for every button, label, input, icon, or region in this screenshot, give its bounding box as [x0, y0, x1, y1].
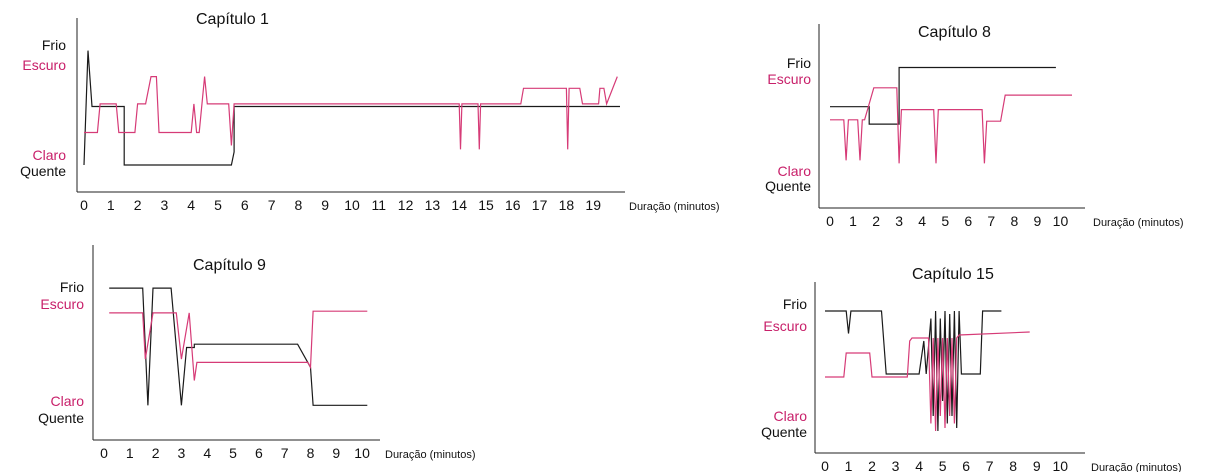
x-tick-label: 14 — [451, 197, 467, 213]
x-tick-label: 4 — [203, 445, 211, 461]
y-label-frio: Frio — [42, 37, 66, 53]
x-tick-label: 10 — [1052, 458, 1068, 472]
x-tick-label: 8 — [295, 197, 303, 213]
series-line-light — [825, 331, 1030, 432]
chart-title: Capítulo 9 — [193, 257, 266, 274]
x-tick-label: 15 — [478, 197, 494, 213]
x-tick-label: 8 — [307, 445, 315, 461]
x-tick-label: 19 — [585, 197, 601, 213]
x-axis-label: Duração (minutos) — [1093, 217, 1183, 229]
x-tick-label: 4 — [918, 213, 926, 229]
x-axis-label: Duração (minutos) — [629, 201, 719, 213]
x-tick-label: 2 — [152, 445, 160, 461]
x-tick-label: 0 — [826, 213, 834, 229]
x-tick-label: 2 — [134, 197, 142, 213]
x-tick-label: 4 — [187, 197, 195, 213]
x-tick-label: 7 — [986, 458, 994, 472]
y-label-claro: Claro — [774, 408, 808, 424]
y-label-quente: Quente — [765, 178, 811, 194]
series-line-light — [830, 87, 1072, 164]
x-tick-label: 3 — [178, 445, 186, 461]
x-tick-label: 10 — [344, 197, 360, 213]
x-tick-label: 7 — [268, 197, 276, 213]
x-tick-label: 17 — [532, 197, 548, 213]
y-label-escuro: Escuro — [22, 57, 66, 73]
x-tick-label: 5 — [941, 213, 949, 229]
x-tick-label: 16 — [505, 197, 521, 213]
x-axis-label: Duração (minutos) — [1091, 462, 1181, 472]
series-line-temperature — [83, 50, 620, 166]
x-tick-label: 2 — [868, 458, 876, 472]
x-tick-label: 9 — [332, 445, 340, 461]
x-tick-label: 3 — [892, 458, 900, 472]
x-tick-label: 2 — [872, 213, 880, 229]
chart-title: Capítulo 1 — [196, 11, 269, 28]
series-line-temperature — [830, 66, 1056, 125]
x-tick-label: 1 — [849, 213, 857, 229]
series-line-light — [84, 75, 618, 150]
y-label-escuro: Escuro — [767, 71, 811, 87]
x-tick-label: 18 — [559, 197, 575, 213]
x-axis-label: Duração (minutos) — [385, 449, 475, 461]
series-line-temperature — [825, 310, 1002, 432]
x-tick-label: 6 — [241, 197, 249, 213]
x-tick-label: 1 — [126, 445, 134, 461]
x-tick-label: 9 — [1034, 213, 1042, 229]
x-tick-label: 10 — [354, 445, 370, 461]
series-line-light — [109, 310, 368, 381]
x-tick-label: 6 — [962, 458, 970, 472]
x-tick-label: 10 — [1053, 213, 1069, 229]
x-tick-label: 8 — [1010, 213, 1018, 229]
x-tick-label: 0 — [821, 458, 829, 472]
chart-title: Capítulo 8 — [918, 24, 991, 41]
y-label-escuro: Escuro — [763, 318, 807, 334]
x-tick-label: 5 — [229, 445, 237, 461]
x-tick-label: 5 — [939, 458, 947, 472]
x-tick-label: 8 — [1009, 458, 1017, 472]
x-tick-label: 11 — [372, 197, 387, 213]
x-tick-label: 7 — [281, 445, 289, 461]
y-label-quente: Quente — [20, 163, 66, 179]
x-tick-label: 1 — [845, 458, 853, 472]
x-tick-label: 0 — [80, 197, 88, 213]
chart-title: Capítulo 15 — [912, 266, 994, 283]
x-tick-label: 0 — [100, 445, 108, 461]
x-tick-label: 3 — [161, 197, 169, 213]
x-tick-label: 7 — [987, 213, 995, 229]
y-label-claro: Claro — [51, 393, 85, 409]
x-tick-label: 3 — [895, 213, 903, 229]
y-label-frio: Frio — [60, 279, 84, 295]
x-tick-label: 5 — [214, 197, 222, 213]
y-label-quente: Quente — [38, 410, 84, 426]
x-tick-label: 6 — [255, 445, 263, 461]
x-tick-label: 6 — [964, 213, 972, 229]
y-label-frio: Frio — [783, 296, 807, 312]
x-tick-label: 4 — [915, 458, 923, 472]
x-tick-label: 13 — [425, 197, 441, 213]
x-tick-label: 12 — [398, 197, 414, 213]
y-label-quente: Quente — [761, 424, 807, 440]
x-tick-label: 9 — [321, 197, 329, 213]
y-label-escuro: Escuro — [40, 296, 84, 312]
x-tick-label: 9 — [1033, 458, 1041, 472]
y-label-frio: Frio — [787, 55, 811, 71]
y-label-claro: Claro — [778, 163, 812, 179]
y-label-claro: Claro — [33, 147, 67, 163]
x-tick-label: 1 — [107, 197, 115, 213]
